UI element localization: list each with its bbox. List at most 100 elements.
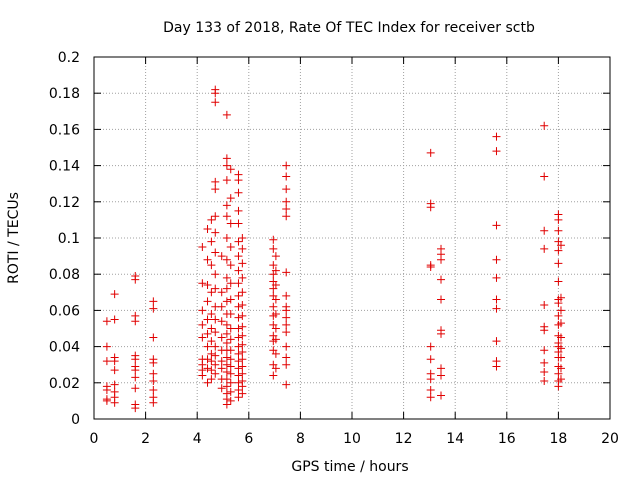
data-point: [540, 172, 549, 181]
data-point: [238, 234, 247, 242]
data-point: [269, 244, 278, 253]
data-point: [203, 364, 212, 373]
data-point: [271, 324, 280, 333]
data-point: [226, 279, 235, 288]
data-point: [102, 317, 111, 326]
x-tick-label: 16: [498, 431, 516, 447]
data-point: [222, 201, 231, 210]
data-point: [234, 291, 243, 300]
data-point: [131, 275, 140, 284]
data-point: [492, 255, 501, 264]
data-point: [198, 320, 207, 329]
data-point: [282, 161, 291, 170]
data-point: [437, 295, 446, 304]
data-point: [492, 221, 501, 230]
data-point: [269, 371, 278, 380]
data-point: [556, 241, 565, 250]
data-point: [540, 346, 549, 355]
data-point: [217, 252, 226, 261]
data-point: [198, 333, 207, 342]
data-point: [207, 357, 216, 366]
data-point: [282, 313, 291, 322]
data-point: [102, 386, 111, 395]
data-point: [211, 369, 220, 378]
x-tick-label: 14: [446, 431, 464, 447]
data-point: [222, 338, 231, 347]
data-point: [437, 391, 446, 400]
data-point: [271, 252, 280, 261]
data-point: [131, 366, 140, 375]
data-point: [238, 340, 247, 349]
x-tick-labels: 0 2 4 6 8 10 12 14 16 18 20: [90, 431, 619, 447]
data-point: [556, 364, 565, 373]
data-point: [556, 293, 565, 302]
data-point: [222, 360, 231, 369]
y-tick-label: 0.2: [58, 50, 80, 66]
y-tick-label: 0.1: [58, 231, 80, 247]
y-tick-label: 0.18: [49, 86, 80, 102]
data-point: [269, 235, 278, 244]
data-point: [149, 386, 158, 395]
data-point: [149, 358, 158, 367]
x-tick-label: 18: [549, 431, 567, 447]
data-point: [198, 243, 207, 252]
data-point: [540, 376, 549, 385]
data-point: [282, 291, 291, 300]
data-point: [234, 333, 243, 342]
data-point: [540, 358, 549, 367]
x-tick-label: 10: [343, 431, 361, 447]
y-tick-label: 0.12: [49, 195, 80, 211]
data-point: [554, 259, 563, 268]
data-point: [226, 165, 235, 174]
data-point: [211, 315, 220, 324]
data-point: [222, 400, 231, 409]
data-point: [238, 369, 247, 378]
data-point: [234, 324, 243, 333]
data-point: [282, 353, 291, 362]
data-point: [203, 315, 212, 324]
data-point: [131, 384, 140, 393]
data-point: [554, 215, 563, 224]
data-point: [149, 333, 158, 342]
data-point: [282, 306, 291, 315]
x-tick-label: 8: [296, 431, 305, 447]
data-point: [131, 404, 140, 413]
data-point: [234, 252, 243, 261]
data-point: [207, 288, 216, 297]
data-point: [540, 300, 549, 309]
data-point: [492, 273, 501, 282]
data-point: [222, 320, 231, 329]
data-point: [238, 322, 247, 331]
data-point: [238, 348, 247, 357]
y-tick-labels: 0 0.02 0.04 0.06 0.08 0.1 0.12 0.14 0.16 0.18 0.2: [49, 50, 80, 428]
data-point: [282, 328, 291, 337]
data-point: [234, 313, 243, 322]
data-point: [203, 224, 212, 233]
data-point: [211, 360, 220, 369]
data-point: [110, 398, 119, 407]
y-tick-label: 0.08: [49, 267, 80, 283]
data-point: [102, 396, 111, 405]
y-tick-label: 0.02: [49, 376, 80, 392]
data-point: [238, 288, 247, 297]
data-point: [222, 329, 231, 338]
data-point: [492, 362, 501, 371]
data-point: [238, 382, 247, 391]
data-point: [102, 357, 111, 366]
data-point: [234, 349, 243, 358]
data-point: [426, 375, 435, 384]
data-point: [554, 369, 563, 378]
axis-ticks: [93, 56, 611, 420]
data-point: [271, 281, 280, 290]
data-point: [492, 337, 501, 346]
data-point: [149, 297, 158, 306]
data-point: [554, 382, 563, 391]
data-point: [207, 349, 216, 358]
data-point: [226, 387, 235, 396]
data-point: [492, 295, 501, 304]
data-point: [437, 255, 446, 264]
data-point: [211, 89, 220, 98]
data-point: [234, 279, 243, 288]
data-point: [131, 317, 140, 326]
data-point: [492, 147, 501, 156]
